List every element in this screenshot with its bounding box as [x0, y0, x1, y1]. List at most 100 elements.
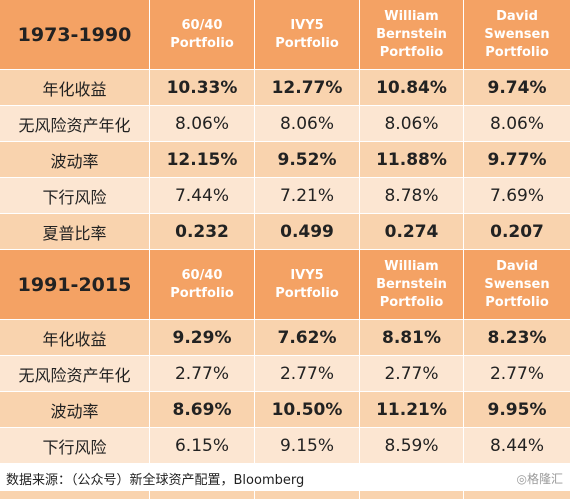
cell-value: 2.77% — [489, 363, 544, 384]
row-label: 无风险资产年化 — [18, 115, 131, 135]
cell-value: 2.77% — [384, 363, 439, 384]
row-label-cell: 夏普比率 — [0, 214, 150, 250]
cell-value: 8.06% — [384, 113, 439, 134]
cell-value: 8.69% — [172, 399, 232, 420]
cell-value: 7.69% — [489, 185, 544, 206]
cell-value: 8.44% — [489, 435, 544, 456]
cell-value: 0.499 — [280, 221, 334, 242]
value-cell: 7.62% — [255, 320, 360, 356]
value-cell: 7.69% — [464, 178, 571, 214]
cell-value: 0.207 — [490, 221, 544, 242]
cell-value: 8.06% — [279, 113, 334, 134]
value-cell: 7.44% — [150, 178, 255, 214]
cell-value: 9.52% — [277, 149, 337, 170]
column-header-label: IVY5 Portfolio — [275, 267, 339, 301]
value-cell: 8.23% — [464, 320, 571, 356]
row-label: 波动率 — [50, 401, 99, 421]
cell-value: 8.81% — [382, 327, 441, 348]
cell-value: 8.59% — [384, 435, 439, 456]
row-label: 年化收益 — [42, 79, 107, 99]
value-cell: 8.69% — [150, 392, 255, 428]
cell-value: 12.15% — [166, 149, 238, 170]
cell-value: 6.15% — [174, 435, 229, 456]
column-header-label: David Swensen Portfolio — [484, 8, 550, 60]
column-header-label: 60/40 Portfolio — [170, 17, 234, 51]
column-header: 60/40 Portfolio — [150, 0, 255, 70]
row-label-cell: 波动率 — [0, 142, 150, 178]
section-period-header: 1973-1990 — [0, 0, 150, 70]
column-header: IVY5 Portfolio — [255, 250, 360, 320]
column-header-label: David Swensen Portfolio — [484, 258, 550, 310]
row-label-cell: 无风险资产年化 — [0, 106, 150, 142]
value-cell: 8.06% — [255, 106, 360, 142]
data-source-note: 数据来源：（公众号）新全球资产配置，Bloomberg — [6, 473, 305, 488]
column-header: William Bernstein Portfolio — [360, 0, 464, 70]
cell-value: 10.33% — [166, 77, 238, 98]
cell-value: 8.23% — [487, 327, 547, 348]
cell-value: 2.77% — [174, 363, 229, 384]
watermark-brand: ◎格隆汇 — [516, 472, 563, 486]
row-label-cell: 下行风险 — [0, 178, 150, 214]
value-cell: 7.21% — [255, 178, 360, 214]
value-cell: 12.15% — [150, 142, 255, 178]
section-period-header: 1991-2015 — [0, 250, 150, 320]
value-cell: 8.44% — [464, 428, 571, 464]
cell-value: 8.06% — [174, 113, 229, 134]
cell-value: 9.15% — [279, 435, 334, 456]
value-cell: 6.15% — [150, 428, 255, 464]
value-cell: 8.06% — [360, 106, 464, 142]
row-label: 波动率 — [50, 151, 99, 171]
value-cell: 9.29% — [150, 320, 255, 356]
row-label: 下行风险 — [42, 437, 107, 457]
row-label-cell: 年化收益 — [0, 320, 150, 356]
row-label: 下行风险 — [42, 187, 107, 207]
cell-value: 9.29% — [172, 327, 232, 348]
cell-value: 8.78% — [384, 185, 439, 206]
row-label-cell: 波动率 — [0, 392, 150, 428]
value-cell: 11.21% — [360, 392, 464, 428]
value-cell: 9.74% — [464, 70, 571, 106]
cell-value: 9.77% — [487, 149, 547, 170]
cell-value: 10.50% — [271, 399, 343, 420]
column-header-label: IVY5 Portfolio — [275, 17, 339, 51]
value-cell: 8.81% — [360, 320, 464, 356]
cell-value: 11.88% — [376, 149, 447, 170]
cell-value: 0.232 — [175, 221, 229, 242]
row-label-cell: 无风险资产年化 — [0, 356, 150, 392]
value-cell: 9.15% — [255, 428, 360, 464]
column-header: David Swensen Portfolio — [464, 250, 571, 320]
value-cell: 0.207 — [464, 214, 571, 250]
footer: 数据来源：（公众号）新全球资产配置，Bloomberg ◎格隆汇 — [0, 463, 571, 491]
cell-value: 11.21% — [376, 399, 447, 420]
column-header: IVY5 Portfolio — [255, 0, 360, 70]
cell-value: 10.84% — [376, 77, 447, 98]
value-cell: 11.88% — [360, 142, 464, 178]
value-cell: 2.77% — [150, 356, 255, 392]
cell-value: 7.21% — [279, 185, 334, 206]
cell-value: 7.44% — [174, 185, 229, 206]
value-cell: 8.59% — [360, 428, 464, 464]
row-label: 年化收益 — [42, 329, 107, 349]
value-cell: 10.84% — [360, 70, 464, 106]
value-cell: 0.274 — [360, 214, 464, 250]
value-cell: 0.499 — [255, 214, 360, 250]
row-label-cell: 年化收益 — [0, 70, 150, 106]
value-cell: 8.06% — [464, 106, 571, 142]
period-label: 1973-1990 — [17, 23, 132, 46]
cell-value: 2.77% — [279, 363, 334, 384]
value-cell: 9.95% — [464, 392, 571, 428]
value-cell: 9.77% — [464, 142, 571, 178]
period-label: 1991-2015 — [17, 273, 132, 296]
value-cell: 9.52% — [255, 142, 360, 178]
row-label: 夏普比率 — [42, 223, 107, 243]
value-cell: 2.77% — [360, 356, 464, 392]
value-cell: 10.33% — [150, 70, 255, 106]
column-header-label: 60/40 Portfolio — [170, 267, 234, 301]
row-label-cell: 下行风险 — [0, 428, 150, 464]
column-header: David Swensen Portfolio — [464, 0, 571, 70]
value-cell: 12.77% — [255, 70, 360, 106]
column-header-label: William Bernstein Portfolio — [376, 8, 447, 60]
cell-value: 0.274 — [384, 221, 439, 242]
value-cell: 2.77% — [255, 356, 360, 392]
